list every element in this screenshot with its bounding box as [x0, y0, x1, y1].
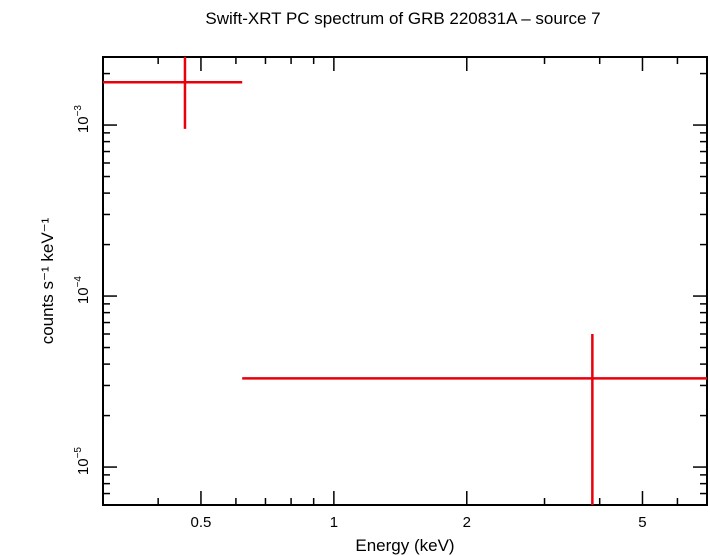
x-tick-labels: 0.5 1 2 5 [191, 514, 647, 531]
x-tick-label: 1 [330, 514, 338, 531]
y-tick-label: 10−3 [73, 105, 92, 134]
x-tick-label: 5 [638, 514, 646, 531]
minor-ticks [102, 57, 708, 506]
y-tick-label: 10−5 [73, 447, 92, 476]
plot-frame [102, 56, 708, 506]
y-tick-exponent: −3 [73, 105, 84, 117]
chart-title: Swift-XRT PC spectrum of GRB 220831A – s… [205, 9, 600, 28]
x-tick-label: 2 [463, 514, 471, 531]
y-tick-exponent: −4 [73, 276, 84, 288]
y-axis-label: counts s⁻¹ keV⁻¹ [38, 217, 57, 344]
y-tick-labels: 10−5 10−4 10−3 [73, 105, 92, 476]
x-axis-label: Energy (keV) [355, 536, 454, 555]
y-tick-exponent: −5 [73, 447, 84, 459]
data-points [103, 57, 707, 505]
major-ticks [103, 57, 707, 505]
y-tick-label: 10−4 [73, 276, 92, 305]
x-tick-label: 0.5 [191, 514, 212, 531]
